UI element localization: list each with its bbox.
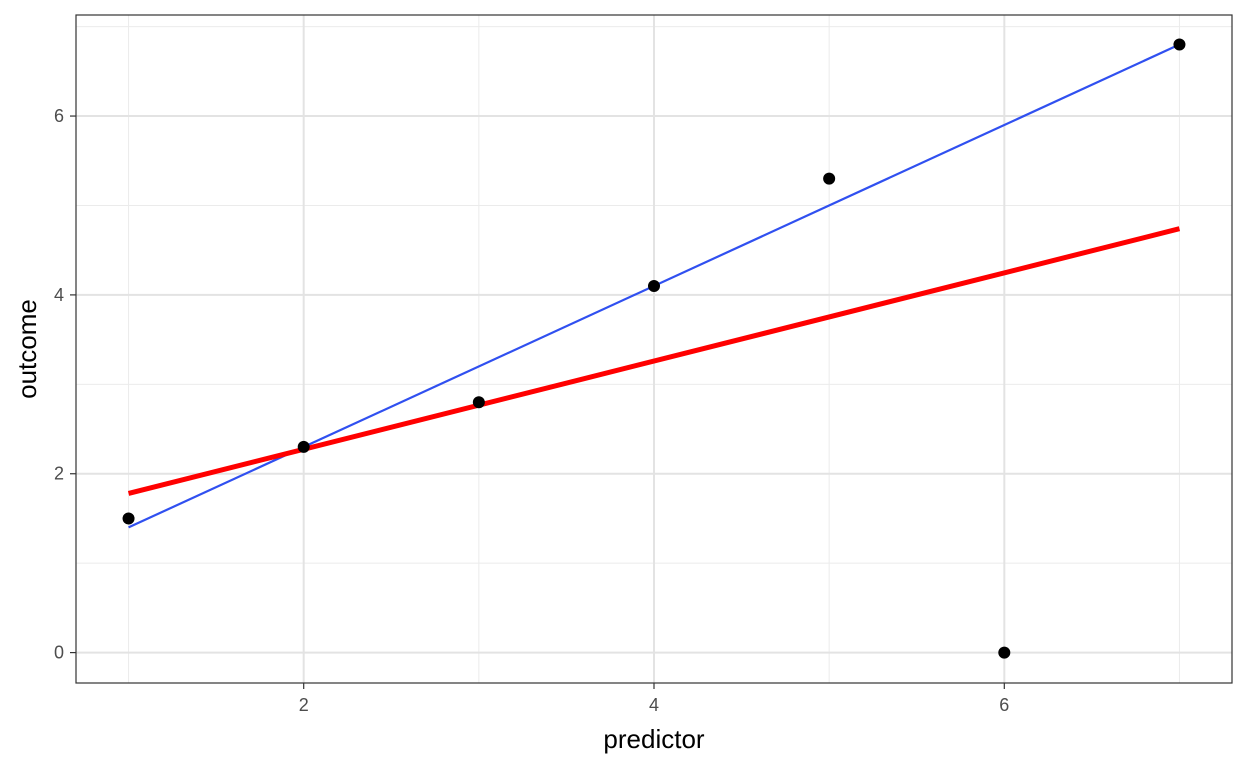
y-axis-ticks: 0 2 4 6 bbox=[54, 106, 76, 663]
y-tick-label: 6 bbox=[54, 106, 64, 126]
data-point bbox=[823, 172, 836, 185]
x-tick-label: 4 bbox=[649, 695, 659, 715]
data-point bbox=[648, 279, 660, 292]
y-axis-title: outcome bbox=[12, 299, 42, 399]
x-tick-label: 6 bbox=[999, 695, 1009, 715]
data-point bbox=[297, 440, 310, 453]
x-axis-ticks: 2 4 6 bbox=[299, 683, 1009, 715]
x-tick-label: 2 bbox=[299, 695, 309, 715]
data-point bbox=[472, 396, 485, 409]
major-gridlines bbox=[76, 15, 1232, 683]
data-point bbox=[998, 646, 1011, 659]
data-point bbox=[1173, 38, 1186, 51]
y-tick-label: 4 bbox=[54, 285, 64, 305]
y-tick-label: 2 bbox=[54, 464, 64, 484]
data-point bbox=[122, 512, 135, 525]
data-points bbox=[122, 38, 1186, 659]
y-tick-label: 0 bbox=[54, 643, 64, 663]
x-axis-title: predictor bbox=[603, 724, 704, 754]
